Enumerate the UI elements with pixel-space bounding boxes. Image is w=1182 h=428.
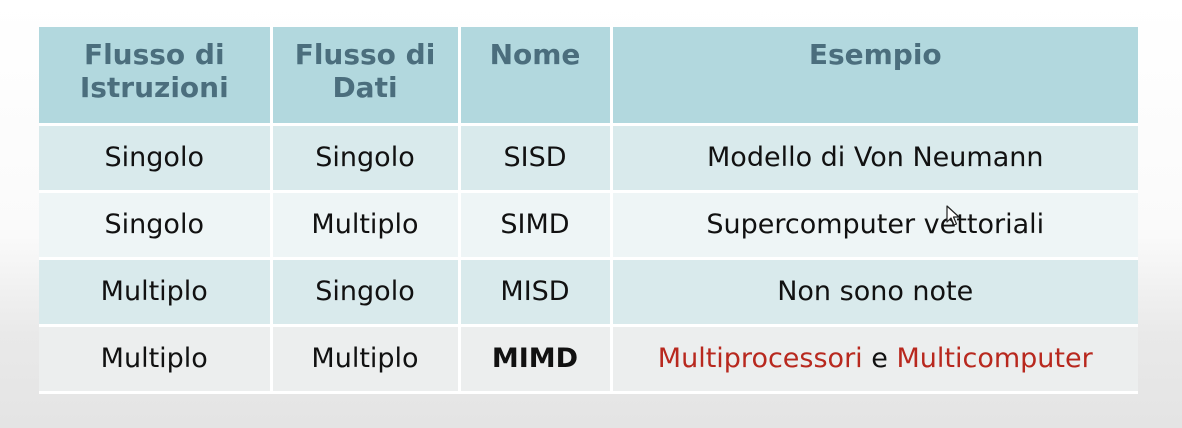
cell-istruzioni: Multiplo bbox=[39, 258, 273, 327]
esempio-multiprocessori: Multiprocessori bbox=[657, 343, 863, 374]
flynn-taxonomy-table: Flusso di Istruzioni Flusso di Dati Nome… bbox=[39, 27, 1138, 394]
cell-nome: SIMD bbox=[459, 191, 613, 260]
header-line: Istruzioni bbox=[79, 71, 229, 104]
header-line: Flusso di bbox=[83, 38, 225, 71]
mouse-pointer-icon bbox=[946, 205, 960, 226]
header-flusso-istruzioni: Flusso di Istruzioni bbox=[39, 27, 273, 126]
taxonomy-table-container: Flusso di Istruzioni Flusso di Dati Nome… bbox=[39, 27, 1138, 394]
header-flusso-dati: Flusso di Dati bbox=[271, 27, 461, 126]
table-header-row: Flusso di Istruzioni Flusso di Dati Nome… bbox=[39, 27, 1138, 126]
cell-nome: MISD bbox=[459, 258, 613, 327]
esempio-conjunction: e bbox=[871, 343, 888, 374]
table-row: Multiplo Singolo MISD Non sono note bbox=[39, 258, 1138, 327]
header-line: Dati bbox=[332, 71, 398, 104]
header-line: Esempio bbox=[808, 38, 942, 71]
cell-dati: Multiplo bbox=[271, 325, 461, 394]
cell-nome: SISD bbox=[459, 124, 613, 193]
cell-esempio: Multiprocessori e Multicomputer bbox=[611, 325, 1138, 394]
cell-esempio: Modello di Von Neumann bbox=[611, 124, 1138, 193]
cell-istruzioni: Multiplo bbox=[39, 325, 273, 394]
cell-dati: Singolo bbox=[271, 124, 461, 193]
cell-nome: MIMD bbox=[459, 325, 613, 394]
table-row: Singolo Multiplo SIMD Supercomputer vett… bbox=[39, 191, 1138, 260]
cell-istruzioni: Singolo bbox=[39, 124, 273, 193]
header-nome: Nome bbox=[459, 27, 613, 126]
table-row: Multiplo Multiplo MIMD Multiprocessori e… bbox=[39, 325, 1138, 394]
cell-esempio: Supercomputer vettoriali bbox=[611, 191, 1138, 260]
header-line: Flusso di bbox=[294, 38, 436, 71]
header-line: Nome bbox=[489, 38, 581, 71]
header-esempio: Esempio bbox=[611, 27, 1138, 126]
cell-esempio: Non sono note bbox=[611, 258, 1138, 327]
cell-dati: Multiplo bbox=[271, 191, 461, 260]
esempio-multicomputer: Multicomputer bbox=[896, 343, 1093, 374]
table-row: Singolo Singolo SISD Modello di Von Neum… bbox=[39, 124, 1138, 193]
cell-istruzioni: Singolo bbox=[39, 191, 273, 260]
cell-dati: Singolo bbox=[271, 258, 461, 327]
